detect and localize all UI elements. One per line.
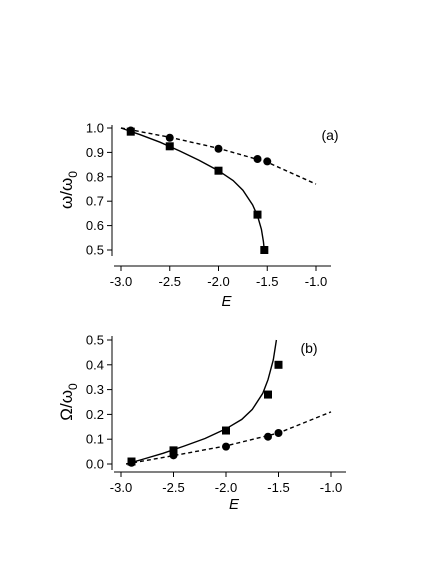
- square-marker: [260, 246, 269, 254]
- square-marker: [214, 166, 223, 175]
- y-tick-label: 0.3: [86, 382, 104, 397]
- x-axis-title: E: [229, 496, 240, 513]
- circle-marker: [263, 157, 272, 166]
- circle-marker: [253, 154, 262, 163]
- x-tick-label: -3.0: [110, 274, 132, 289]
- panel-label: (b): [300, 340, 317, 356]
- circle-marker: [127, 458, 136, 467]
- circle-marker: [169, 451, 178, 460]
- y-tick-label: 0.0: [86, 457, 104, 472]
- panel-a: -3.0 -2.5 -2.0 -1.5 -1.0 0.5 0.6 0.7 0.8 0.9 1.0 Eω…: [57, 121, 339, 311]
- y-axis-title: ω/ω0: [57, 171, 80, 209]
- y-tick-label: 0.5: [86, 243, 104, 258]
- square-marker: [253, 210, 262, 219]
- circle-marker: [126, 126, 135, 135]
- x-tick-label: -1.5: [256, 274, 278, 289]
- panel-b: -3.0 -2.5 -2.0 -1.5 -1.0 0.0 0.1 0.2 0.3 0.4 0.5 E Ω…: [57, 333, 346, 513]
- dashed-fit-line: [126, 411, 332, 465]
- y-axis-title: Ω/ω0: [57, 383, 80, 421]
- y-tick-label: 0.5: [86, 333, 104, 348]
- square-marker: [169, 446, 178, 455]
- x-tick-label: -1.0: [305, 274, 327, 289]
- y-tick-label: 0.4: [86, 357, 104, 372]
- y-tick-label: 1.0: [86, 121, 104, 136]
- square-marker: [222, 426, 230, 435]
- x-tick-label: -1.0: [320, 480, 342, 495]
- circle-marker: [214, 144, 223, 153]
- square-marker: [264, 390, 272, 399]
- panel-label: (a): [321, 127, 338, 143]
- x-tick-label: -2.0: [215, 480, 237, 495]
- y-tick-label: 0.7: [86, 194, 104, 209]
- dashed-fit-line: [120, 127, 317, 185]
- x-tick-label: -2.0: [207, 274, 229, 289]
- y-tick-label: 0.2: [86, 407, 104, 422]
- solid-fit-line: [120, 127, 265, 251]
- x-tick-label: -2.5: [162, 480, 184, 495]
- circle-marker: [165, 133, 174, 142]
- square-marker: [165, 142, 174, 151]
- circle-marker: [222, 442, 230, 451]
- x-tick-label: -3.0: [110, 480, 132, 495]
- x-axis-title: E: [221, 293, 232, 310]
- y-tick-label: 0.1: [86, 432, 104, 447]
- circle-marker: [264, 432, 272, 441]
- square-marker: [274, 360, 283, 369]
- x-tick-label: -2.5: [159, 274, 181, 289]
- circle-marker: [274, 429, 283, 437]
- y-tick-label: 0.8: [86, 169, 104, 184]
- solid-fit-line: [126, 339, 278, 465]
- y-tick-label: 0.6: [86, 218, 104, 233]
- y-tick-label: 0.9: [86, 145, 104, 160]
- x-tick-label: -1.5: [267, 480, 289, 495]
